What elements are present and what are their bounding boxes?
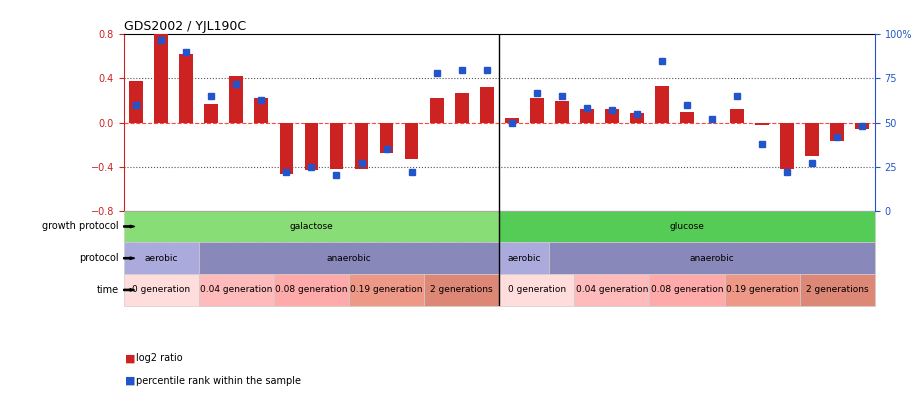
Bar [499, 242, 550, 274]
Bar [154, 34, 169, 123]
Bar [229, 76, 244, 123]
Bar [550, 242, 875, 274]
Bar [856, 123, 869, 129]
Text: 0 generation: 0 generation [132, 286, 191, 294]
Bar [124, 274, 199, 306]
Text: protocol: protocol [80, 253, 119, 263]
Bar [354, 123, 368, 169]
Text: 2 generations: 2 generations [806, 286, 868, 294]
Bar [655, 86, 669, 123]
Bar [199, 274, 274, 306]
Bar [430, 98, 443, 123]
Bar [349, 274, 424, 306]
Bar [555, 100, 569, 123]
Text: aerobic: aerobic [145, 254, 178, 263]
Bar [725, 274, 800, 306]
Bar [780, 123, 794, 169]
Text: anaerobic: anaerobic [690, 254, 735, 263]
Bar [124, 242, 199, 274]
Bar [274, 274, 349, 306]
Bar [180, 54, 193, 123]
Text: glucose: glucose [670, 222, 704, 231]
Bar [499, 211, 875, 242]
Text: anaerobic: anaerobic [327, 254, 371, 263]
Text: percentile rank within the sample: percentile rank within the sample [136, 376, 300, 386]
Bar [605, 109, 619, 123]
Bar [129, 81, 143, 123]
Text: 2 generations: 2 generations [431, 286, 493, 294]
Bar [304, 123, 319, 170]
Text: galactose: galactose [289, 222, 333, 231]
Bar [755, 123, 769, 125]
Text: aerobic: aerobic [507, 254, 541, 263]
Bar [830, 123, 845, 141]
Bar [505, 118, 518, 123]
Bar [199, 242, 499, 274]
Bar [580, 109, 594, 123]
Text: 0 generation: 0 generation [507, 286, 566, 294]
Bar [124, 211, 499, 242]
Bar [499, 274, 574, 306]
Bar [680, 111, 694, 123]
Text: log2 ratio: log2 ratio [136, 354, 182, 363]
Bar [204, 104, 218, 123]
Text: 0.08 generation: 0.08 generation [275, 286, 348, 294]
Text: ■: ■ [125, 376, 135, 386]
Text: 0.04 generation: 0.04 generation [575, 286, 649, 294]
Text: ■: ■ [125, 354, 135, 363]
Bar [279, 123, 293, 174]
Bar [454, 93, 469, 123]
Text: 0.19 generation: 0.19 generation [725, 286, 799, 294]
Bar [574, 274, 649, 306]
Bar [480, 87, 494, 123]
Bar [805, 123, 819, 156]
Text: 0.04 generation: 0.04 generation [200, 286, 273, 294]
Bar [800, 274, 875, 306]
Text: 0.19 generation: 0.19 generation [350, 286, 423, 294]
Bar [255, 98, 268, 123]
Bar [630, 113, 644, 123]
Bar [529, 98, 544, 123]
Text: 0.08 generation: 0.08 generation [650, 286, 724, 294]
Bar [330, 123, 344, 169]
Bar [649, 274, 725, 306]
Bar [379, 123, 394, 153]
Text: GDS2002 / YJL190C: GDS2002 / YJL190C [124, 20, 245, 33]
Text: growth protocol: growth protocol [42, 222, 119, 232]
Bar [424, 274, 499, 306]
Bar [730, 109, 744, 123]
Bar [405, 123, 419, 159]
Text: time: time [97, 285, 119, 295]
